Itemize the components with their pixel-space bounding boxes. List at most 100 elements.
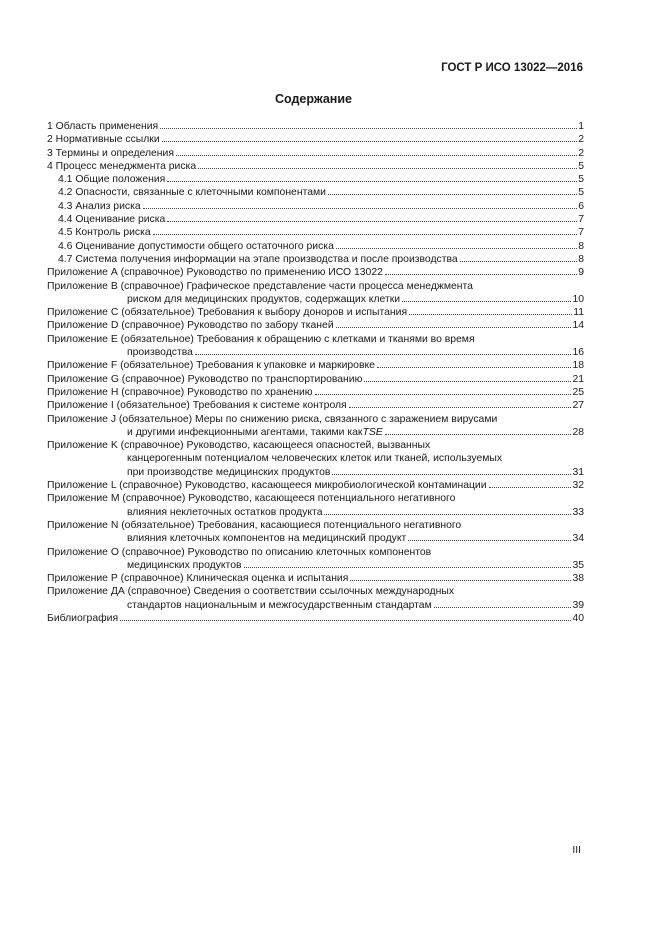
- toc-page-number: 18: [572, 360, 584, 372]
- toc-line: Приложение D (справочное) Руководство по…: [47, 319, 584, 332]
- dot-leader: [384, 266, 578, 276]
- toc-entry-title: 4 Процесс менеджмента риска: [47, 160, 197, 172]
- toc-line: 3 Термины и определения 2: [47, 147, 584, 160]
- toc-page-number: 32: [572, 480, 584, 492]
- toc-page-number: 14: [572, 320, 584, 332]
- toc-entry-title: канцерогенным потенциалом человеческих к…: [127, 453, 503, 465]
- toc-line: при производстве медицинских продуктов 31: [47, 466, 584, 479]
- toc-page-number: 35: [572, 559, 584, 571]
- toc-entry[interactable]: Приложение Е (обязательное) Требования к…: [47, 333, 584, 360]
- toc-entry-title: Приложение D (справочное) Руководство по…: [47, 320, 334, 332]
- dot-leader: [314, 386, 572, 395]
- toc-page-number: 27: [572, 400, 584, 412]
- toc-line: 4.7 Система получения информации на этап…: [47, 253, 584, 266]
- toc-entry[interactable]: Приложение D (справочное) Руководство по…: [47, 319, 584, 332]
- toc-entry[interactable]: Приложение K (справочное) Руководство, к…: [47, 439, 584, 479]
- toc-entry-title: Приложение Р (справочное) Клиническая оц…: [47, 573, 349, 585]
- toc-page-number: 5: [578, 187, 584, 199]
- toc-entry-title: Библиография: [47, 612, 119, 624]
- dot-leader: [433, 599, 572, 608]
- toc-entry[interactable]: Приложение I (обязательное) Требования к…: [47, 399, 584, 412]
- toc-entry-title: при производстве медицинских продуктов: [127, 466, 331, 478]
- dot-leader: [348, 399, 572, 409]
- dot-leader: [332, 466, 572, 475]
- toc-entry[interactable]: 1 Область применения 1: [47, 120, 584, 133]
- toc-entry-title: риском для медицинских продуктов, содерж…: [127, 293, 401, 305]
- toc-page-number: 11: [573, 307, 584, 319]
- toc-line: и другими инфекционными агентами, такими…: [47, 426, 584, 439]
- toc-line: 2 Нормативные ссылки 2: [47, 133, 584, 146]
- toc-entry-title: Приложение ДА (справочное) Сведения о со…: [47, 586, 455, 598]
- toc-line: Приложение G (справочное) Руководство по…: [47, 373, 584, 386]
- toc-entry-title-italic: TSE: [362, 426, 383, 438]
- toc-entry[interactable]: 4.1 Общие положения 5: [47, 173, 584, 186]
- toc-line: 4.4 Оценивание риска 7: [47, 213, 584, 226]
- toc-entry[interactable]: Приложение F (обязательное) Требования к…: [47, 359, 584, 372]
- toc-entry[interactable]: 4.6 Оценивание допустимости общего остат…: [47, 240, 584, 253]
- toc-entry[interactable]: 4.7 Система получения информации на этап…: [47, 253, 584, 266]
- toc-entry[interactable]: Приложение G (справочное) Руководство по…: [47, 373, 584, 386]
- dot-leader: [409, 306, 573, 316]
- toc-page-number: 25: [572, 386, 584, 398]
- dot-leader: [120, 612, 572, 621]
- toc-entry[interactable]: 4.5 Контроль риска 7: [47, 226, 584, 239]
- toc-entry-title: влияния клеточных компонентов на медицин…: [127, 533, 407, 545]
- toc-entry-title: Приложение I (обязательное) Требования к…: [47, 400, 347, 412]
- toc-entry[interactable]: Приложение Н (справочное) Руководство по…: [47, 386, 584, 399]
- toc-entry-title: 4.3 Анализ риска: [58, 200, 141, 212]
- toc-entry[interactable]: Приложение М (справочное) Руководство, к…: [47, 492, 584, 519]
- toc-entry-title: Приложение F (обязательное) Требования к…: [47, 360, 375, 372]
- dot-leader: [364, 373, 572, 382]
- toc-entry-title: и другими инфекционными агентами, такими…: [127, 426, 363, 438]
- toc-entry-title: Приложение В (справочное) Графическое пр…: [47, 280, 473, 292]
- toc-page-number: 40: [572, 612, 584, 624]
- toc-entry[interactable]: Приложение В (справочное) Графическое пр…: [47, 280, 584, 307]
- toc-entry[interactable]: Приложение ДА (справочное) Сведения о со…: [47, 585, 584, 612]
- toc-entry[interactable]: 4 Процесс менеджмента риска 5: [47, 160, 584, 173]
- toc-page-number: 7: [578, 214, 584, 226]
- toc-entry-title: Приложение А (справочное) Руководство по…: [47, 267, 383, 279]
- toc-entry-title: 4.4 Оценивание риска: [58, 214, 166, 226]
- dot-leader: [161, 133, 578, 143]
- toc-page-number: 8: [578, 240, 584, 252]
- toc-entry[interactable]: 3 Термины и определения 2: [47, 147, 584, 160]
- dot-leader: [402, 293, 572, 302]
- toc-line: 4.5 Контроль риска 7: [47, 226, 584, 239]
- toc-line: 4 Процесс менеджмента риска 5: [47, 160, 584, 173]
- toc-entry[interactable]: Приложение L (справочное) Руководство, к…: [47, 479, 584, 492]
- toc-page-number: 31: [572, 466, 584, 478]
- toc-entry[interactable]: 4.3 Анализ риска 6: [47, 200, 584, 213]
- document-standard-header: ГОСТ Р ИСО 13022—2016: [441, 62, 583, 74]
- toc-line: Приложение N (обязательное) Требования, …: [47, 519, 584, 532]
- toc-entry[interactable]: Библиография 40: [47, 612, 584, 625]
- dot-leader: [408, 532, 572, 542]
- page-title: Содержание: [274, 92, 352, 106]
- toc-entry-title: Приложение О (справочное) Руководство по…: [47, 546, 432, 558]
- dot-leader: [167, 173, 578, 183]
- dot-leader: [335, 240, 578, 249]
- toc-entry[interactable]: Приложение А (справочное) Руководство по…: [47, 266, 584, 279]
- toc-entry-title: 2 Нормативные ссылки: [47, 134, 160, 146]
- toc-entry[interactable]: 4.2 Опасности, связанные с клеточными ко…: [47, 186, 584, 199]
- toc-entry[interactable]: Приложение С (обязательное) Требования к…: [47, 306, 584, 319]
- toc-line: 1 Область применения 1: [47, 120, 584, 133]
- toc-entry-title: медицинских продуктов: [127, 559, 242, 571]
- dot-leader: [243, 559, 572, 568]
- dot-leader: [167, 213, 578, 223]
- toc-line: 4.2 Опасности, связанные с клеточными ко…: [47, 186, 584, 199]
- toc-line: Приложение С (обязательное) Требования к…: [47, 306, 584, 319]
- toc-entry[interactable]: Приложение N (обязательное) Требования, …: [47, 519, 584, 546]
- toc-entry[interactable]: 4.4 Оценивание риска 7: [47, 213, 584, 226]
- toc-line: Приложение Н (справочное) Руководство по…: [47, 386, 584, 399]
- toc-line: риском для медицинских продуктов, содерж…: [47, 293, 584, 306]
- toc-entry-title: 1 Область применения: [47, 121, 159, 132]
- toc-entry[interactable]: Приложение Р (справочное) Клиническая оц…: [47, 572, 584, 585]
- toc-entry[interactable]: 2 Нормативные ссылки 2: [47, 133, 584, 146]
- dot-leader: [142, 200, 578, 209]
- toc-line: Приложение О (справочное) Руководство по…: [47, 546, 584, 559]
- toc-line: Приложение М (справочное) Руководство, к…: [47, 492, 584, 505]
- toc-entry[interactable]: Приложение J (обязательное) Меры по сниж…: [47, 413, 584, 440]
- toc-line: Приложение Р (справочное) Клиническая оц…: [47, 572, 584, 585]
- toc-entry[interactable]: Приложение О (справочное) Руководство по…: [47, 546, 584, 573]
- toc-entry-title: стандартов национальным и межгосударстве…: [127, 599, 432, 611]
